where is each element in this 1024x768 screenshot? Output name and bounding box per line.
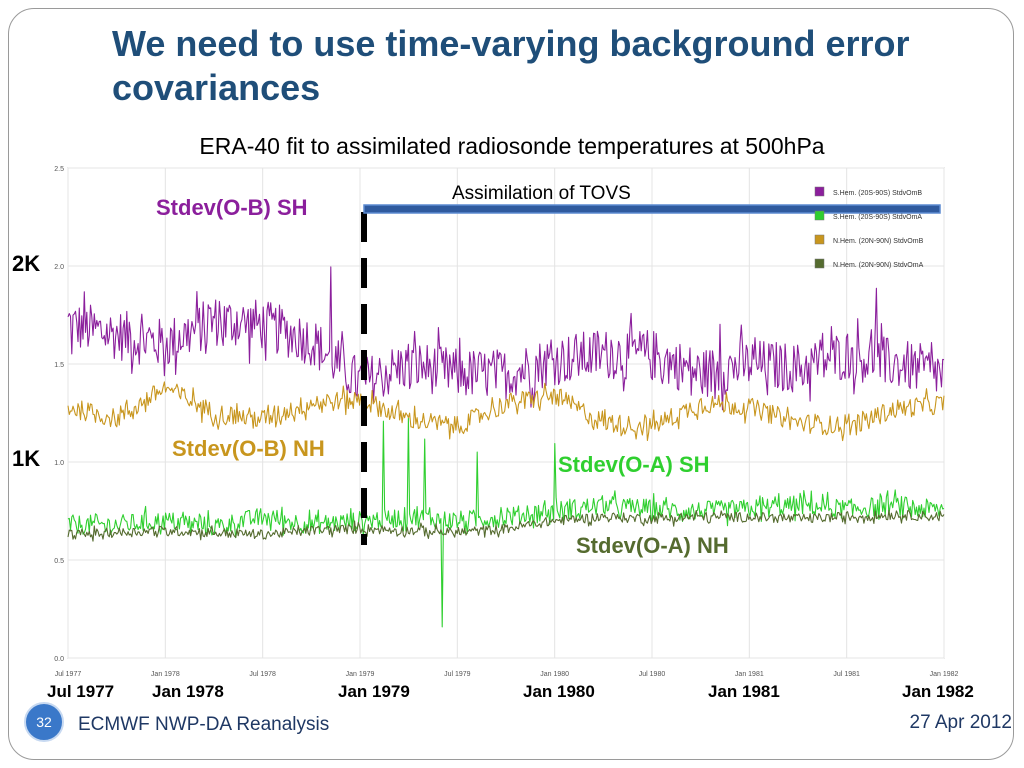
series-line (67, 381, 945, 442)
x-tick-label: Jul 1980 (639, 671, 666, 678)
x-tick-label: Jul 1978 (249, 671, 276, 678)
date-label: Jan 1982 (902, 682, 974, 701)
legend-swatch (814, 210, 825, 221)
series-group (67, 266, 945, 628)
footer-text: ECMWF NWP-DA Reanalysis (78, 714, 330, 735)
plot-area (67, 167, 945, 659)
date-label: Jan 1978 (152, 682, 224, 701)
series-line (67, 417, 945, 628)
legend-entry: N.Hem. (20N-90N) StdvOmA (833, 262, 924, 269)
legend-entry: S.Hem. (20S-90S) StdvOmA (833, 214, 922, 221)
x-tick-label: Jul 1981 (833, 671, 860, 678)
slide-number-badge: 32 (24, 702, 64, 742)
x-tick-label: Jan 1980 (540, 671, 569, 678)
date-label: Jan 1981 (708, 682, 780, 701)
legend-entry: S.Hem. (20S-90S) StdvOmB (833, 190, 922, 197)
x-tick-label: Jul 1979 (444, 671, 471, 678)
legend-entry: N.Hem. (20N-90N) StdvOmB (833, 238, 924, 245)
y-tick-label: 0.5 (54, 558, 64, 565)
grid (67, 167, 945, 659)
y-tick-label: 2.0 (54, 264, 64, 271)
date-label: Jan 1979 (338, 682, 410, 701)
chart-subtitle: ERA-40 fit to assimilated radiosonde tem… (199, 133, 825, 159)
tovs-bar (363, 204, 941, 214)
slide-frame (8, 8, 1014, 760)
x-tick-label: Jan 1982 (930, 671, 959, 678)
legend-swatch (814, 234, 825, 245)
label-2k: 2K (12, 251, 41, 276)
legend: S.Hem. (20S-90S) StdvOmB S.Hem. (20S-90S)… (814, 186, 924, 269)
label-oa-nh: Stdev(O-A) NH (576, 533, 729, 558)
slide-title: We need to use time-varying background e… (112, 23, 910, 108)
legend-swatch (814, 186, 825, 197)
date-label: Jul 1977 (47, 682, 115, 701)
overlay (361, 204, 941, 545)
series-line (67, 266, 945, 411)
legend-swatch (814, 258, 825, 269)
tovs-label: Assimilation of TOVS (452, 183, 631, 204)
axes: 0.0 0.5 1.0 1.5 2.0 2.5 Jul 1977 Jan 1978 Jul 19… (54, 166, 958, 678)
series-line (67, 509, 945, 542)
x-tick-label: Jan 1978 (151, 671, 180, 678)
slide-date: 27 Apr 2012 (909, 712, 1012, 733)
label-ob-nh: Stdev(O-B) NH (172, 436, 325, 461)
x-tick-label: Jul 1977 (55, 671, 82, 678)
label-oa-sh: Stdev(O-A) SH (558, 452, 710, 477)
date-label: Jan 1980 (523, 682, 595, 701)
label-1k: 1K (12, 446, 41, 471)
y-tick-label: 1.5 (54, 362, 64, 369)
label-ob-sh: Stdev(O-B) SH (156, 195, 308, 220)
y-tick-label: 1.0 (54, 460, 64, 467)
x-tick-label: Jan 1981 (735, 671, 764, 678)
y-tick-label: 0.0 (54, 656, 64, 663)
x-tick-label: Jan 1979 (346, 671, 375, 678)
y-tick-label: 2.5 (54, 166, 64, 173)
